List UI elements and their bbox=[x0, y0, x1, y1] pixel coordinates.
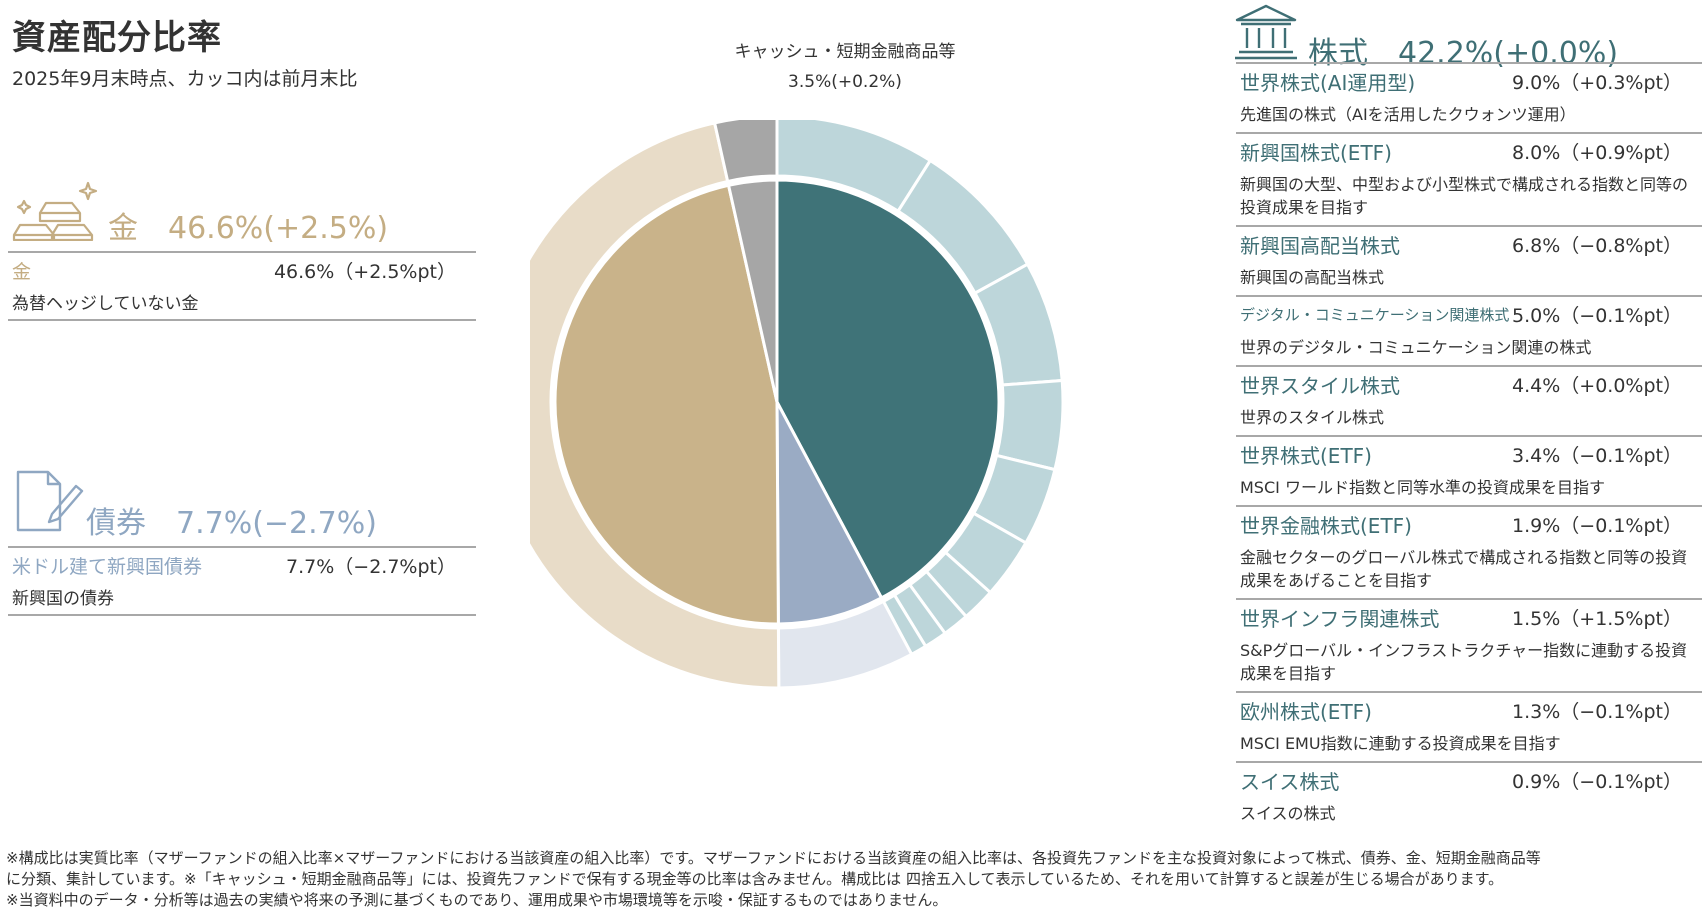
equity-item-desc: 世界のデジタル・コミュニケーション関連の株式 bbox=[1240, 338, 1592, 357]
footnote-line: ※当資料中のデータ・分析等は過去の実績や将来の予測に基づくものであり、運用成果や… bbox=[6, 891, 948, 909]
equity-item-desc: スイスの株式 bbox=[1240, 804, 1336, 823]
gold-row-name: 金 bbox=[12, 260, 32, 283]
equity-row: 世界株式(ETF) 3.4%（−0.1%pt） bbox=[1236, 437, 1702, 471]
equity-list-item: 世界株式(ETF) 3.4%（−0.1%pt） MSCI ワールド指数と同等水準の投… bbox=[1236, 435, 1702, 505]
outer-ring-slice bbox=[530, 121, 781, 690]
equity-item-desc: 金融セクターのグローバル株式で構成される指数と同等の投資成果をあげることを目指す bbox=[1240, 548, 1688, 590]
equity-row: 欧州株式(ETF) 1.3%（−0.1%pt） bbox=[1236, 693, 1702, 727]
gold-header: 金 46.6%(+2.5%) bbox=[8, 175, 476, 251]
equity-row: スイス株式 0.9%（−0.1%pt） bbox=[1236, 763, 1702, 797]
page-subtitle: 2025年9月末時点、カッコ内は前月末比 bbox=[12, 68, 358, 90]
bond-row-value: 7.7%（−2.7%pt） bbox=[286, 555, 456, 578]
equity-list-item: 欧州株式(ETF) 1.3%（−0.1%pt） MSCI EMU指数に連動する投資成… bbox=[1236, 691, 1702, 761]
equity-row: 世界株式(AI運用型) 9.0%（+0.3%pt） bbox=[1236, 64, 1702, 98]
equity-row: 新興国高配当株式 6.8%（−0.8%pt） bbox=[1236, 227, 1702, 261]
gold-row-desc: 為替ヘッジしていない金 bbox=[8, 287, 476, 321]
equity-list-item: 世界株式(AI運用型) 9.0%（+0.3%pt） 先進国の株式（AIを活用したクウ… bbox=[1236, 62, 1702, 132]
equity-item-name: 世界インフラ関連株式 bbox=[1240, 606, 1440, 631]
gold-category: 金 46.6%(+2.5%) 金 46.6%（+2.5%pt） 為替ヘッジしてい… bbox=[8, 175, 476, 321]
equity-list-item: 世界インフラ関連株式 1.5%（+1.5%pt） S&Pグローバル・インフラストラク… bbox=[1236, 598, 1702, 691]
equity-list-item: デジタル・コミュニケーション関連株式 5.0%（−0.1%pt） 世界のデジタル・コ… bbox=[1236, 295, 1702, 365]
equity-item-value: 4.4%（+0.0%pt） bbox=[1512, 374, 1682, 397]
cash-label-name: キャッシュ・短期金融商品等 bbox=[734, 42, 956, 62]
inner-pie-slice bbox=[775, 401, 884, 626]
inner-pie-slice bbox=[726, 178, 779, 403]
equity-item-name: スイス株式 bbox=[1240, 769, 1340, 794]
equity-item-desc: MSCI ワールド指数と同等水準の投資成果を目指す bbox=[1240, 478, 1605, 497]
equity-item-name: 世界株式(AI運用型) bbox=[1240, 70, 1416, 95]
equity-item-name: 世界株式(ETF) bbox=[1240, 443, 1372, 468]
equity-list-item: 世界スタイル株式 4.4%（+0.0%pt） 世界のスタイル株式 bbox=[1236, 365, 1702, 435]
equity-item-desc: 新興国の大型、中型および小型株式で構成される指数と同等の投資成果を目指す bbox=[1240, 175, 1689, 217]
page-title: 資産配分比率 bbox=[12, 18, 222, 58]
equity-list-item: 新興国株式(ETF) 8.0%（+0.9%pt） 新興国の大型、中型および小型株式で… bbox=[1236, 132, 1702, 225]
equity-item-value: 3.4%（−0.1%pt） bbox=[1512, 444, 1682, 467]
gold-row: 金 46.6%（+2.5%pt） bbox=[8, 253, 476, 287]
equity-item-desc: 世界のスタイル株式 bbox=[1240, 408, 1385, 427]
equity-row: 世界金融株式(ETF) 1.9%（−0.1%pt） bbox=[1236, 507, 1702, 541]
gold-title: 金 46.6%(+2.5%) bbox=[108, 211, 389, 246]
equity-row: デジタル・コミュニケーション関連株式 5.0%（−0.1%pt） bbox=[1236, 297, 1702, 331]
footnote-line: ※構成比は実質比率（マザーファンドの組入比率×マザーファンドにおける当該資産の組… bbox=[6, 849, 1541, 867]
equity-item-desc: 先進国の株式（AIを活用したクウォンツ運用） bbox=[1240, 105, 1576, 124]
equity-item-name: 新興国株式(ETF) bbox=[1240, 140, 1392, 165]
equity-row: 世界インフラ関連株式 1.5%（+1.5%pt） bbox=[1236, 600, 1702, 634]
outer-ring-slice bbox=[712, 120, 779, 184]
equity-item-name: 欧州株式(ETF) bbox=[1240, 699, 1372, 724]
allocation-donut-chart bbox=[530, 120, 1065, 690]
equity-item-value: 0.9%（−0.1%pt） bbox=[1512, 770, 1682, 793]
gold-bars-icon bbox=[12, 179, 112, 245]
document-pen-icon bbox=[12, 468, 86, 540]
equity-item-name: 世界スタイル株式 bbox=[1240, 373, 1400, 398]
equity-title: 株式 42.2%(+0.0%) bbox=[1308, 36, 1619, 71]
cash-label-value: 3.5%(+0.2%) bbox=[788, 72, 902, 92]
equity-item-value: 1.3%（−0.1%pt） bbox=[1512, 700, 1682, 723]
bond-category: 債券 7.7%(−2.7%) 米ドル建て新興国債券 7.7%（−2.7%pt） … bbox=[8, 470, 476, 616]
bond-header: 債券 7.7%(−2.7%) bbox=[8, 468, 476, 546]
equity-item-value: 9.0%（+0.3%pt） bbox=[1512, 71, 1682, 94]
equity-item-name: 世界金融株式(ETF) bbox=[1240, 513, 1412, 538]
equity-item-desc: S&Pグローバル・インフラストラクチャー指数に連動する投資成果を目指す bbox=[1240, 641, 1688, 683]
inner-pie-slice bbox=[553, 183, 780, 626]
equity-item-value: 1.9%（−0.1%pt） bbox=[1512, 514, 1682, 537]
equity-item-value: 1.5%（+1.5%pt） bbox=[1512, 607, 1682, 630]
bank-building-icon bbox=[1233, 2, 1299, 64]
equity-list-item: スイス株式 0.9%（−0.1%pt） スイスの株式 bbox=[1236, 761, 1702, 831]
equity-item-value: 6.8%（−0.8%pt） bbox=[1512, 234, 1682, 257]
inner-pie-slice bbox=[775, 178, 1001, 600]
equity-list-item: 新興国高配当株式 6.8%（−0.8%pt） 新興国の高配当株式 bbox=[1236, 225, 1702, 295]
equity-breakdown-list: 世界株式(AI運用型) 9.0%（+0.3%pt） 先進国の株式（AIを活用したクウ… bbox=[1236, 62, 1702, 831]
equity-header: 株式 42.2%(+0.0%) bbox=[1233, 2, 1703, 71]
footnotes: ※構成比は実質比率（マザーファンドの組入比率×マザーファンドにおける当該資産の組… bbox=[6, 848, 1706, 911]
gold-row-value: 46.6%（+2.5%pt） bbox=[273, 260, 456, 283]
bond-title: 債券 7.7%(−2.7%) bbox=[86, 506, 377, 541]
equity-item-value: 8.0%（+0.9%pt） bbox=[1512, 141, 1682, 164]
equity-item-desc: MSCI EMU指数に連動する投資成果を目指す bbox=[1240, 734, 1561, 753]
equity-item-desc: 新興国の高配当株式 bbox=[1240, 268, 1385, 287]
bond-row-desc: 新興国の債券 bbox=[8, 582, 476, 616]
bond-row: 米ドル建て新興国債券 7.7%（−2.7%pt） bbox=[8, 548, 476, 582]
equity-item-value: 5.0%（−0.1%pt） bbox=[1512, 304, 1682, 327]
equity-row: 新興国株式(ETF) 8.0%（+0.9%pt） bbox=[1236, 134, 1702, 168]
outer-ring-slice bbox=[994, 378, 1065, 472]
equity-list-item: 世界金融株式(ETF) 1.9%（−0.1%pt） 金融セクターのグローバル株式で構… bbox=[1236, 505, 1702, 598]
equity-item-name: 新興国高配当株式 bbox=[1240, 233, 1400, 258]
equity-item-name: デジタル・コミュニケーション関連株式 bbox=[1240, 305, 1510, 324]
bond-row-name: 米ドル建て新興国債券 bbox=[12, 555, 203, 578]
equity-row: 世界スタイル株式 4.4%（+0.0%pt） bbox=[1236, 367, 1702, 401]
footnote-line: に分類、集計しています。※「キャッシュ・短期金融商品等」には、投資先ファンドで保… bbox=[6, 870, 1504, 888]
